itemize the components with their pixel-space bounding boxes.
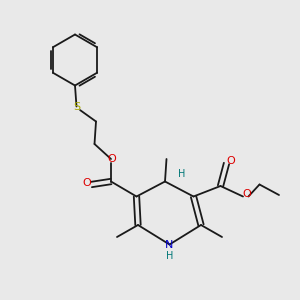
Text: O: O: [107, 154, 116, 164]
Text: O: O: [82, 178, 91, 188]
Text: O: O: [226, 155, 236, 166]
Text: H: H: [178, 169, 185, 179]
Text: S: S: [73, 101, 80, 112]
Text: N: N: [165, 239, 174, 250]
Text: H: H: [166, 251, 173, 261]
Text: O: O: [242, 189, 251, 199]
